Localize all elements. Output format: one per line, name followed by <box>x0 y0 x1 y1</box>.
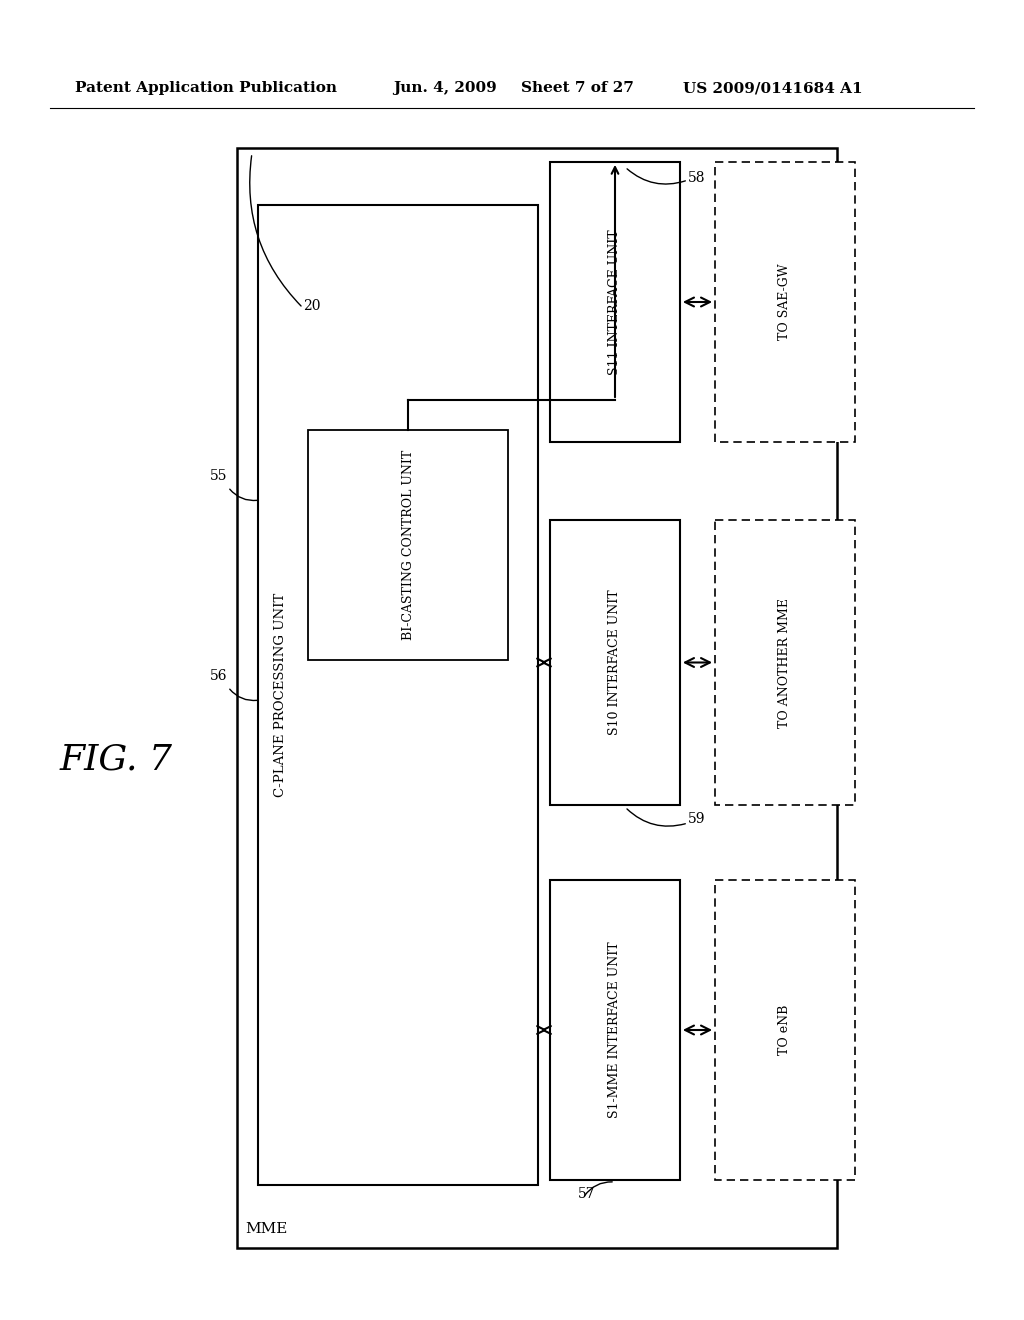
Text: S11 INTERFACE UNIT: S11 INTERFACE UNIT <box>608 230 622 375</box>
Text: Patent Application Publication: Patent Application Publication <box>75 81 337 95</box>
Text: TO SAE-GW: TO SAE-GW <box>778 264 792 341</box>
Text: 59: 59 <box>688 812 706 826</box>
Bar <box>237 148 837 1247</box>
Text: MME: MME <box>245 1222 288 1236</box>
Text: 57: 57 <box>578 1187 596 1201</box>
Bar <box>550 880 680 1180</box>
Text: US 2009/0141684 A1: US 2009/0141684 A1 <box>683 81 862 95</box>
Text: Sheet 7 of 27: Sheet 7 of 27 <box>521 81 634 95</box>
Bar <box>715 520 855 805</box>
Bar <box>715 880 855 1180</box>
Text: Jun. 4, 2009: Jun. 4, 2009 <box>393 81 497 95</box>
Text: C-PLANE PROCESSING UNIT: C-PLANE PROCESSING UNIT <box>273 593 287 797</box>
Bar <box>550 520 680 805</box>
Bar <box>308 430 508 660</box>
Text: TO ANOTHER MME: TO ANOTHER MME <box>778 598 792 727</box>
Bar <box>550 162 680 442</box>
Text: S10 INTERFACE UNIT: S10 INTERFACE UNIT <box>608 590 622 735</box>
Text: S1-MME INTERFACE UNIT: S1-MME INTERFACE UNIT <box>608 941 622 1118</box>
Bar <box>715 162 855 442</box>
Text: FIG. 7: FIG. 7 <box>60 743 173 777</box>
Text: 58: 58 <box>688 172 706 185</box>
Bar <box>258 205 538 1185</box>
Text: 55: 55 <box>210 469 227 483</box>
Text: 20: 20 <box>303 300 321 313</box>
Text: 56: 56 <box>210 669 227 682</box>
Text: TO eNB: TO eNB <box>778 1005 792 1055</box>
Text: BI-CASTING CONTROL UNIT: BI-CASTING CONTROL UNIT <box>401 450 415 640</box>
